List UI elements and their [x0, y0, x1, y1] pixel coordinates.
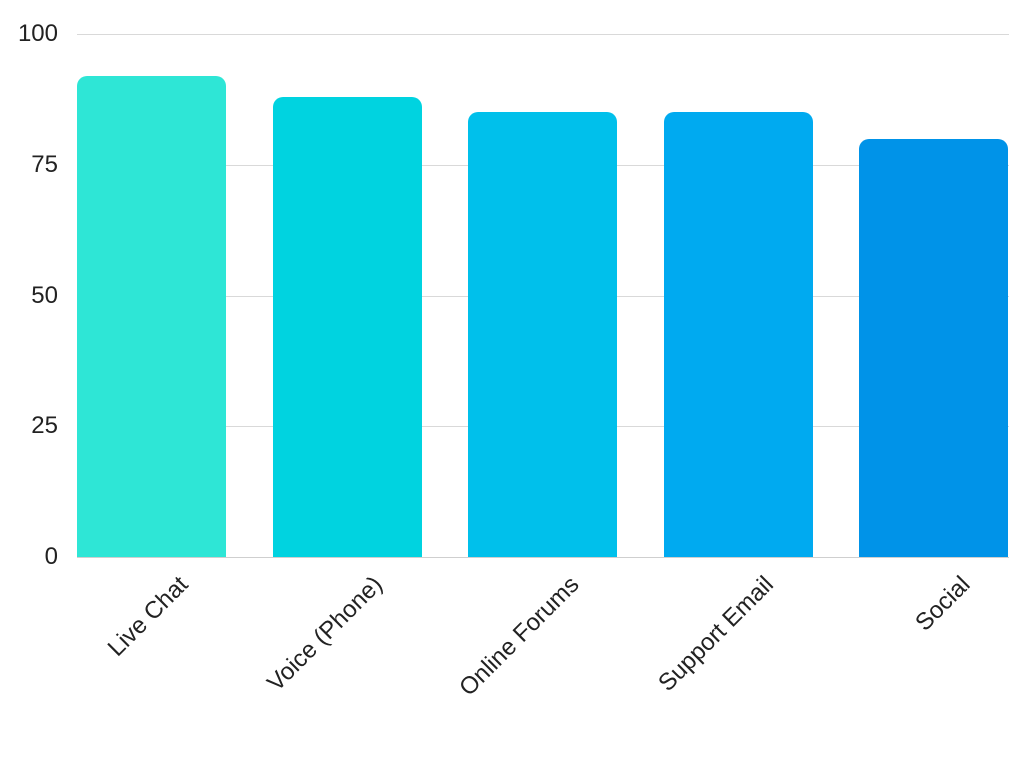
y-tick-label: 25	[31, 412, 58, 440]
x-axis-baseline	[77, 557, 1009, 558]
bar-live-chat[interactable]	[77, 75, 226, 557]
x-tick-label: Voice (Phone)	[262, 571, 388, 697]
x-tick-label: Support Email	[653, 571, 780, 697]
gridline	[77, 34, 1009, 35]
bar-social[interactable]	[859, 138, 1009, 557]
y-tick-label: 50	[31, 281, 58, 309]
bar-support-email[interactable]	[663, 112, 813, 557]
x-tick-label: Online Forums	[453, 571, 585, 702]
x-tick-label: Social	[910, 571, 976, 637]
bar-voice-phone[interactable]	[272, 96, 422, 557]
y-tick-label: 75	[31, 150, 58, 178]
y-tick-label: 0	[44, 543, 58, 570]
x-tick-label: Live Chat	[102, 571, 193, 662]
y-tick-label: 100	[17, 20, 58, 47]
bar-online-forums[interactable]	[468, 112, 618, 557]
